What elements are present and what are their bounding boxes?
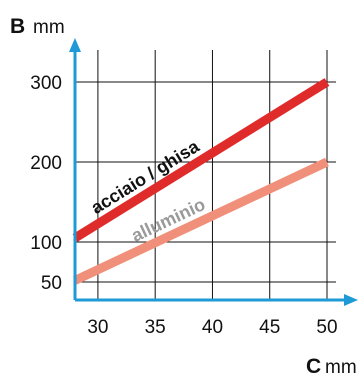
y-axis-unit: mm [33,17,65,38]
series-line-acciaio-ghisa [72,78,330,242]
y-axis-letter: B [10,15,25,38]
series-lines [72,78,330,285]
x-tick-label: 45 [259,317,280,338]
x-axis-letter: C [306,355,321,378]
y-tick-label: 200 [30,153,62,174]
x-axis-arrow-icon [344,294,358,306]
y-tick-label: 50 [41,273,62,294]
x-tick-label: 50 [316,317,337,338]
axis-titles: B mm C mm [10,15,357,378]
x-tick-label: 40 [202,317,223,338]
x-tick-label: 35 [145,317,166,338]
y-tick-label: 300 [30,73,62,94]
series-line-alluminio [73,157,329,285]
tick-labels: 30 35 40 45 50 300 200 100 50 [30,73,337,338]
axes [69,38,358,306]
grid [75,50,336,300]
x-axis-unit: mm [325,357,357,378]
y-axis-arrow-icon [69,38,81,52]
y-tick-label: 100 [30,233,62,254]
x-tick-label: 30 [87,317,108,338]
